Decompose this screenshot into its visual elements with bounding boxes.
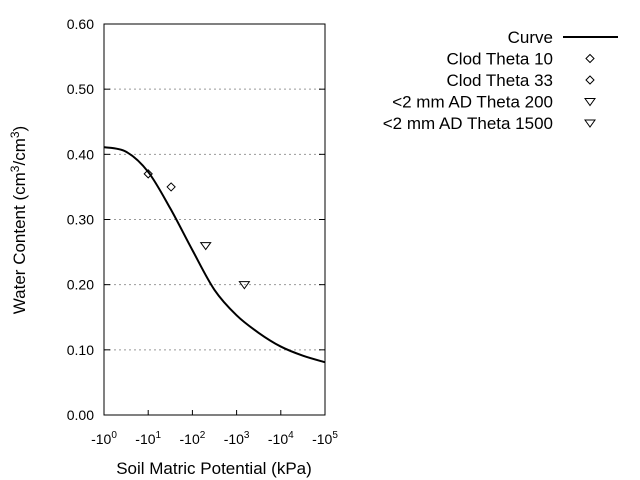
y-tick-label: 0.40 <box>67 146 94 162</box>
grid <box>104 88 325 351</box>
data-point <box>143 169 153 179</box>
y-tick-label: 0.10 <box>67 342 94 358</box>
legend-label: Clod Theta 33 <box>447 71 553 90</box>
y-tick-label: 0.60 <box>67 16 94 32</box>
markers <box>143 169 251 290</box>
y-axis-label: Water Content (cm3/cm3) <box>8 126 29 314</box>
x-tick-label: -101 <box>135 430 161 447</box>
y-tick-label: 0.30 <box>67 212 94 228</box>
x-tick-label: -102 <box>180 430 206 447</box>
legend-label: Clod Theta 10 <box>447 50 553 69</box>
curve-layer <box>103 146 326 364</box>
x-tick-label: -105 <box>312 430 338 447</box>
y-tick-label: 0.00 <box>67 407 94 423</box>
data-point <box>238 281 251 290</box>
legend-label: Curve <box>508 28 553 47</box>
legend: Curve Clod Theta 10 Clod Theta 33 <2 mm AD … <box>383 28 618 133</box>
legend-marker <box>585 53 595 64</box>
data-point <box>166 182 176 192</box>
x-tick-label: -100 <box>91 430 117 447</box>
y-tick-label: 0.20 <box>67 277 94 293</box>
curve-line <box>103 146 326 364</box>
x-tick-label: -103 <box>224 430 250 447</box>
legend-label: <2 mm AD Theta 1500 <box>383 114 553 133</box>
legend-marker <box>584 119 596 128</box>
x-axis-label: Soil Matric Potential (kPa) <box>116 459 312 478</box>
data-point <box>199 242 212 251</box>
legend-marker <box>585 75 595 85</box>
y-axis: 0.00 0.10 0.20 0.30 0.40 0.50 0.60 <box>67 16 325 423</box>
x-axis: -100 -101 -102 -103 -104 -105 <box>91 410 338 447</box>
y-tick-label: 0.50 <box>67 81 94 97</box>
legend-label: <2 mm AD Theta 200 <box>392 93 553 112</box>
legend-marker <box>584 98 596 107</box>
x-tick-label: -104 <box>268 430 294 447</box>
